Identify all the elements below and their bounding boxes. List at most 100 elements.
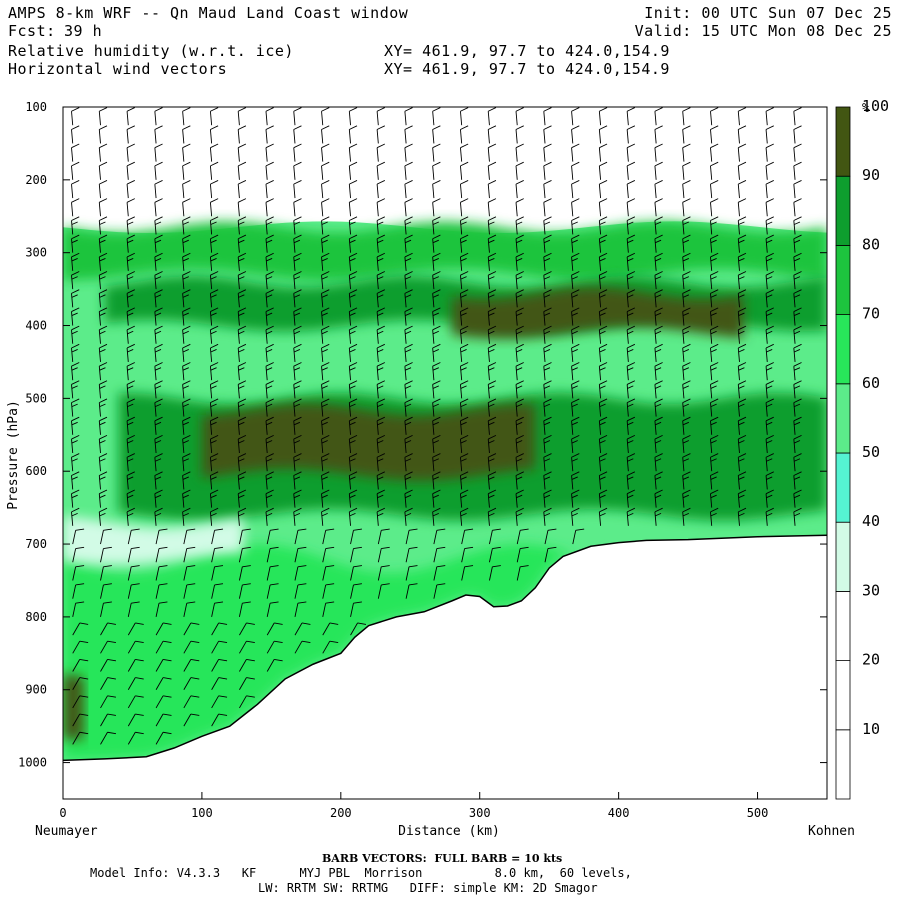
wind-barb — [626, 234, 636, 253]
barb-staff — [654, 238, 657, 253]
barb-staff — [626, 238, 629, 253]
barb-flag — [765, 380, 774, 385]
barb-flag — [377, 421, 384, 426]
barb-flag — [488, 258, 495, 262]
barb-staff — [265, 275, 268, 290]
barb-staff — [571, 311, 574, 326]
barb-staff — [293, 366, 296, 381]
wind-barb — [183, 528, 196, 545]
wind-barb — [155, 677, 172, 690]
wind-barb — [321, 180, 330, 199]
barb-flag — [460, 198, 469, 203]
barb-flag — [238, 489, 247, 495]
barb-staff — [460, 111, 463, 126]
barb-staff — [98, 511, 101, 526]
barb-flag — [266, 385, 273, 389]
barb-staff — [793, 384, 796, 399]
barb-flag — [599, 107, 608, 112]
barb-staff — [710, 402, 713, 417]
barb-flag — [710, 294, 717, 298]
barb-staff — [682, 256, 685, 271]
wind-barb — [71, 161, 80, 180]
barb-staff — [98, 475, 101, 490]
y-tick-label: 900 — [25, 683, 47, 697]
barb-flag — [71, 325, 80, 331]
wind-barb — [432, 380, 441, 399]
barb-staff — [209, 165, 213, 180]
barb-flag — [488, 180, 497, 185]
barb-flag — [432, 276, 439, 280]
barb-staff — [626, 511, 629, 526]
barb-flag — [432, 367, 439, 371]
barb-flag — [710, 494, 717, 499]
wind-barb — [515, 143, 524, 162]
barb-flag — [432, 325, 441, 331]
wind-barb — [322, 528, 335, 545]
wind-barb — [265, 416, 274, 435]
colorbar-label: 50 — [862, 443, 880, 461]
barb-flag — [571, 107, 580, 112]
wind-barb — [72, 565, 85, 581]
barb-flag — [238, 125, 247, 130]
wind-barb — [654, 234, 663, 253]
wind-barb — [710, 434, 719, 454]
barb-staff — [237, 111, 240, 126]
barb-staff — [682, 275, 685, 290]
barb-flag — [182, 180, 191, 185]
barb-staff — [432, 366, 435, 381]
wind-barb — [682, 507, 691, 526]
barb-staff — [127, 732, 136, 745]
wind-barb — [348, 362, 358, 381]
wind-barb — [100, 731, 117, 745]
barb-flag — [793, 398, 802, 404]
wind-barb — [71, 434, 80, 454]
wind-barb — [460, 416, 469, 435]
wind-barb — [626, 307, 636, 326]
barb-flag — [349, 434, 358, 440]
wind-barb — [237, 143, 247, 162]
barb-flag — [515, 398, 524, 404]
barb-flag — [238, 312, 245, 316]
barb-staff — [737, 311, 740, 326]
wind-barb — [348, 471, 358, 490]
barb-flag — [238, 494, 245, 499]
barb-staff — [321, 366, 324, 381]
barb-flag — [155, 221, 162, 225]
barb-flag — [353, 601, 362, 604]
barb-flag — [349, 221, 356, 225]
barb-flag — [682, 476, 690, 480]
wind-barb — [515, 107, 524, 126]
wind-barb — [460, 271, 469, 290]
barb-flag — [162, 640, 172, 644]
barb-flag — [79, 731, 89, 735]
barb-flag — [460, 362, 469, 367]
barb-staff — [155, 713, 164, 727]
barb-flag — [599, 161, 608, 167]
barb-flag — [376, 252, 386, 258]
wind-barb — [487, 489, 497, 508]
wind-barb — [211, 677, 228, 690]
wind-barb — [432, 507, 441, 526]
wind-barb — [432, 198, 441, 217]
wind-barb — [71, 216, 80, 235]
barb-flag — [543, 343, 552, 349]
barb-flag — [488, 161, 497, 167]
barb-flag — [210, 325, 219, 331]
wind-barb — [543, 271, 552, 290]
barb-flag — [381, 528, 390, 531]
barb-flag — [547, 546, 557, 550]
wind-barb — [294, 546, 307, 563]
barb-flag — [794, 330, 801, 335]
wind-barb — [155, 658, 172, 672]
wind-barb — [544, 528, 557, 545]
barb-flag — [155, 349, 162, 353]
barb-staff — [626, 493, 629, 508]
barb-staff — [265, 238, 268, 253]
wind-barb — [460, 325, 469, 344]
barb-flag — [71, 434, 80, 440]
barb-flag — [182, 343, 191, 349]
barb-flag — [516, 512, 523, 517]
barb-flag — [571, 294, 578, 298]
barb-staff — [209, 457, 213, 472]
barb-flag — [349, 312, 356, 316]
